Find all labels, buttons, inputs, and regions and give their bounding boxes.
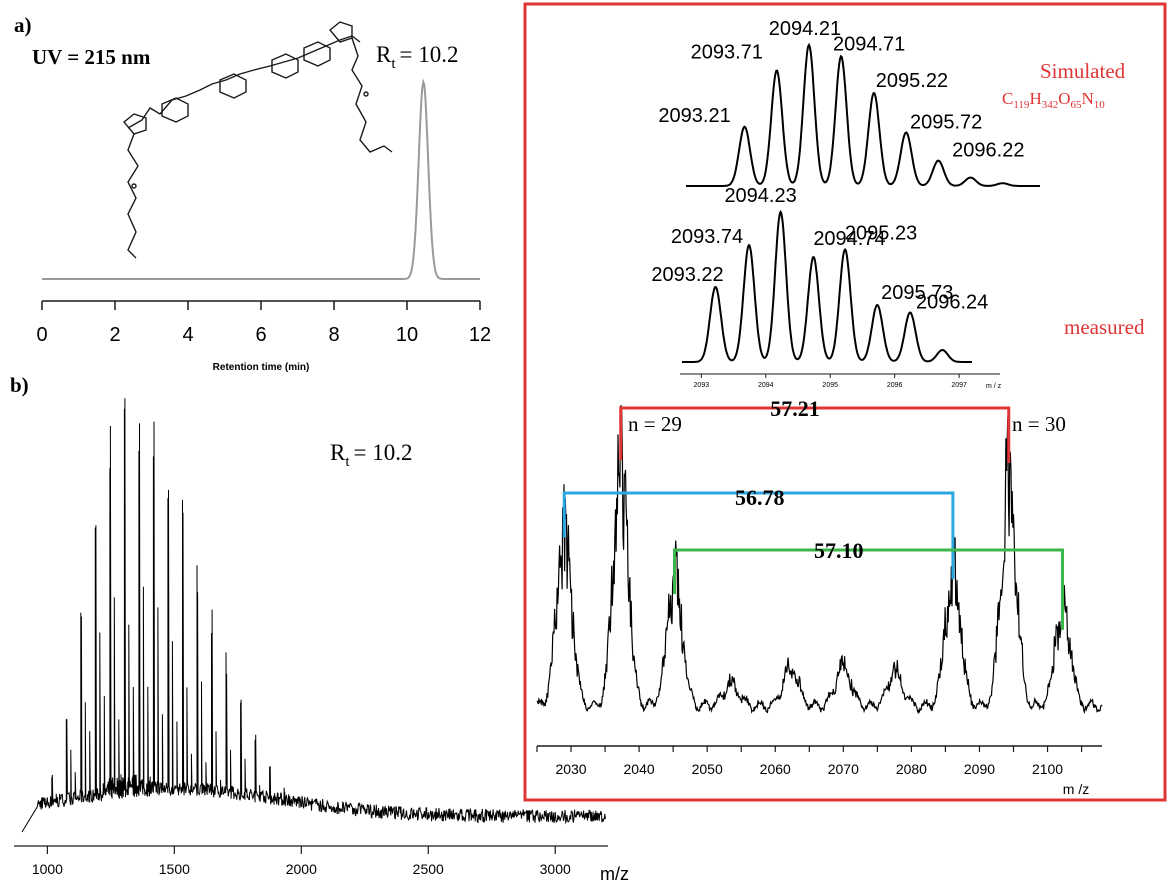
maldi-full-tick-label: 1500 (159, 861, 190, 877)
formula-element: H (1029, 89, 1041, 108)
maldi-full-tick-label: 1000 (32, 861, 63, 877)
hplc-tick-label: 10 (396, 324, 418, 346)
formula-subscript: 65 (1071, 99, 1083, 111)
maldi-zoom-tick-label: 2090 (964, 761, 995, 777)
panel-b-label: b) (10, 373, 29, 397)
hplc-tick-label: 8 (328, 324, 339, 346)
formula-element: N (1082, 89, 1094, 108)
isotope-tick-label: 2094 (758, 382, 774, 389)
panel-b-rt-r: R (330, 440, 346, 465)
bracket-red-value: 57.21 (770, 396, 820, 421)
panel-b-rt: Rt = 10.2 (330, 440, 413, 470)
hplc-x-label: Retention time (min) (213, 362, 310, 373)
panel-b-rt-sub: t (345, 454, 350, 470)
panel-a-rt-r: R (376, 42, 392, 67)
isotope-peak-label: 2094.21 (769, 18, 841, 40)
maldi-zoom-tick-label: 2100 (1032, 761, 1063, 777)
bracket-green: 57.10 (673, 538, 1065, 630)
isotope-measured-trace (682, 209, 972, 363)
maldi-full-trace (21, 398, 607, 833)
maldi-zoom-tick-label: 2030 (555, 761, 586, 777)
hplc-trace (42, 78, 480, 280)
uv-label: UV = 215 nm (32, 45, 151, 69)
formula-subscript: 119 (1013, 99, 1030, 111)
hplc-tick-label: 2 (109, 324, 120, 346)
formula-subscript: 10 (1094, 99, 1106, 111)
isotope-peak-label: 2096.24 (916, 292, 988, 314)
isotope-measured-ticks: 2093 2094 2095 2096 2097 m / z (694, 374, 1002, 390)
panel-a-rt: Rt = 10.2 (376, 42, 459, 72)
isotope-peak-label: 2093.21 (658, 105, 730, 127)
isotope-tick-label: 2093 (694, 382, 710, 389)
isotope-tick-label: 2095 (822, 382, 838, 389)
isotope-peak-label: 2096.22 (952, 140, 1024, 162)
right-panel-frame (523, 2, 1167, 802)
isotope-tick-label: 2097 (951, 382, 967, 389)
simulated-formula: C119H342O65N10 (1002, 89, 1105, 111)
bracket-blue: 56.78 (562, 485, 955, 580)
molecule-structure (123, 21, 393, 259)
formula-subscript: 342 (1042, 99, 1059, 111)
hplc-tick-label: 4 (182, 324, 193, 346)
isotope-tick-label: 2096 (887, 382, 903, 389)
isotope-peak-label: 2094.74 (813, 228, 885, 250)
isotope-simulated-trace (686, 42, 1040, 187)
isotope-peak-label: 2094.71 (833, 33, 905, 55)
maldi-zoom-ticks: 2030 2040 2050 2060 2070 2080 2090 2100 (536, 746, 1083, 777)
measured-label: measured (1064, 315, 1145, 339)
isotope-peak-label: 2095.23 (845, 223, 917, 245)
maldi-full-tick-label: 3000 (540, 861, 571, 877)
panel-b-rt-value: = 10.2 (354, 440, 413, 465)
isotope-peak-label: 2095.72 (910, 111, 982, 133)
maldi-full-chart: 1000 1500 2000 2500 3000 m/z (14, 398, 629, 882)
isotope-peak-label: 2095.73 (881, 282, 953, 304)
bracket-blue-value: 56.78 (735, 485, 785, 510)
hplc-tick-label: 0 (36, 324, 47, 346)
maldi-zoom-x-label: m /z (1063, 781, 1089, 797)
simulated-label: Simulated (1040, 59, 1126, 83)
maldi-zoom-chart: 2030 2040 2050 2060 2070 2080 2090 2100 m /z (536, 405, 1103, 797)
maldi-full-x-label: m/z (600, 864, 629, 882)
panel-a-label: a) (14, 13, 32, 37)
bracket-green-value: 57.10 (814, 538, 864, 563)
maldi-zoom-tick-label: 2040 (624, 761, 655, 777)
maldi-zoom-tick-label: 2060 (760, 761, 791, 777)
maldi-zoom-tick-label: 2050 (692, 761, 723, 777)
isotope-peak-label: 2093.71 (691, 41, 763, 63)
hplc-tick-label: 6 (255, 324, 266, 346)
hplc-chart: 0 2 4 6 8 10 12 Retention time (min) (36, 78, 491, 373)
formula-element: C (1002, 89, 1013, 108)
maldi-full-tick-label: 2000 (286, 861, 317, 877)
maldi-zoom-tick-label: 2070 (828, 761, 859, 777)
panel-a-rt-value: = 10.2 (400, 42, 459, 67)
isotope-peak-label: 2095.22 (876, 70, 948, 92)
n30-label: n = 30 (1012, 412, 1066, 436)
n29-label: n = 29 (628, 412, 682, 436)
isotope-peak-label: 2094.23 (724, 185, 796, 207)
isotope-peak-label: 2093.22 (651, 264, 723, 286)
bracket-red: 57.21 n = 29 n = 30 (619, 396, 1066, 463)
maldi-full-tick-label: 2500 (413, 861, 444, 877)
formula-element: O (1058, 89, 1070, 108)
maldi-zoom-tick-label: 2080 (896, 761, 927, 777)
panel-a-rt-sub: t (391, 56, 396, 72)
hplc-ticks: 0 2 4 6 8 10 12 (36, 301, 491, 346)
isotope-x-label: m / z (986, 383, 1002, 390)
hplc-tick-label: 12 (469, 324, 491, 346)
maldi-full-ticks: 1000 1500 2000 2500 3000 (32, 846, 571, 877)
isotope-peak-label: 2093.74 (671, 226, 743, 248)
